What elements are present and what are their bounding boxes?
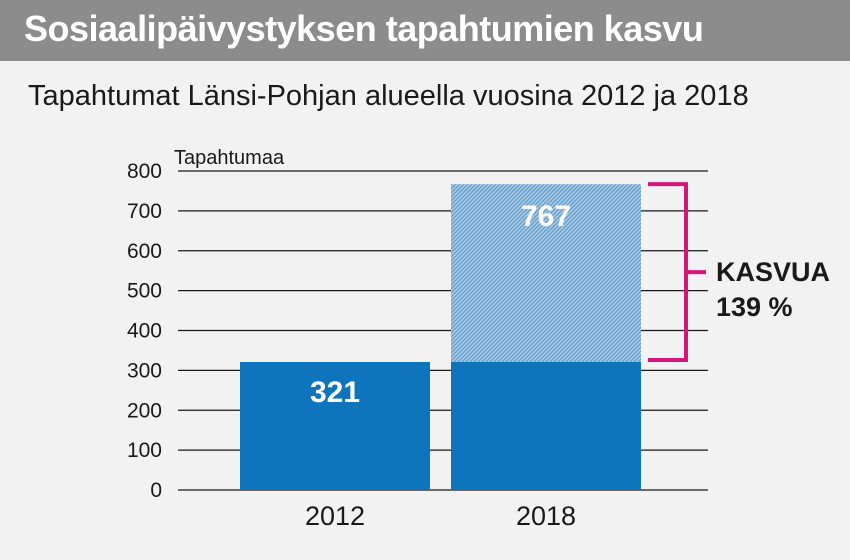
chart-subtitle: Tapahtumat Länsi-Pohjan alueella vuosina… <box>28 80 749 112</box>
growth-annotation: KASVUA 139 % <box>648 182 830 363</box>
bar-2018 <box>451 362 641 490</box>
y-tick-label: 400 <box>127 320 162 343</box>
y-axis-ticks: 0 100 200 300 400 500 600 700 800 <box>127 160 162 502</box>
y-tick-label: 700 <box>127 200 162 223</box>
bar-increase-2018 <box>451 184 641 363</box>
title-bar: Sosiaalipäivystyksen tapahtumien kasvu <box>0 0 850 61</box>
y-tick-label: 100 <box>127 439 162 462</box>
x-tick-label: 2018 <box>516 501 576 531</box>
y-tick-label: 300 <box>127 359 162 382</box>
y-tick-label: 500 <box>127 280 162 303</box>
y-tick-label: 0 <box>150 479 162 502</box>
y-axis-label: Tapahtumaa <box>174 147 285 169</box>
y-tick-label: 200 <box>127 399 162 422</box>
data-label: 767 <box>521 200 571 233</box>
x-axis-ticks: 2012 2018 <box>305 501 576 531</box>
chart-title: Sosiaalipäivystyksen tapahtumien kasvu <box>24 8 704 49</box>
bar-2012 <box>240 362 430 490</box>
growth-bracket <box>648 182 706 363</box>
growth-percent: 139 % <box>716 292 793 322</box>
data-label: 321 <box>310 376 360 409</box>
growth-label: KASVUA <box>716 257 830 287</box>
x-tick-label: 2012 <box>305 501 365 531</box>
bars: 321 767 <box>240 184 641 490</box>
y-tick-label: 600 <box>127 240 162 263</box>
y-tick-label: 800 <box>127 160 162 183</box>
